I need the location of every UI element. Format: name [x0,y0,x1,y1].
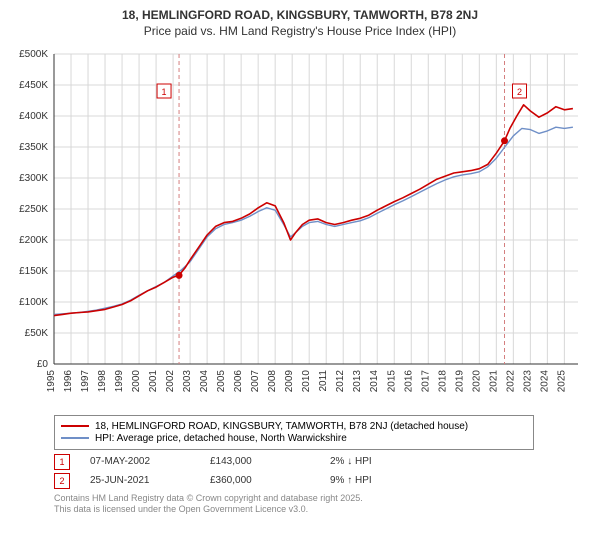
svg-text:£400K: £400K [19,111,48,122]
svg-text:£350K: £350K [19,142,48,153]
legend-text-subject: 18, HEMLINGFORD ROAD, KINGSBURY, TAMWORT… [95,421,468,432]
event-price: £143,000 [210,456,310,467]
svg-text:2021: 2021 [488,369,499,392]
svg-text:£200K: £200K [19,235,48,246]
legend-text-hpi: HPI: Average price, detached house, Nort… [95,433,347,444]
event-price: £360,000 [210,475,310,486]
event-date: 25-JUN-2021 [90,475,190,486]
svg-text:1999: 1999 [114,369,125,392]
events-table: 1 07-MAY-2002 £143,000 2% ↓ HPI 2 25-JUN… [54,454,590,489]
svg-text:£150K: £150K [19,266,48,277]
event-row: 2 25-JUN-2021 £360,000 9% ↑ HPI [54,473,590,489]
svg-text:2005: 2005 [216,369,227,392]
svg-text:2: 2 [517,87,522,97]
svg-text:2004: 2004 [199,369,210,392]
copyright-line: This data is licensed under the Open Gov… [54,504,590,515]
event-date: 07-MAY-2002 [90,456,190,467]
svg-text:£250K: £250K [19,204,48,215]
svg-text:2013: 2013 [352,369,363,392]
svg-text:2002: 2002 [165,369,176,392]
svg-text:2007: 2007 [250,369,261,392]
svg-text:2011: 2011 [318,369,329,391]
event-badge: 1 [54,454,70,470]
svg-text:2016: 2016 [403,369,414,392]
svg-text:2018: 2018 [437,369,448,392]
svg-text:2010: 2010 [301,369,312,392]
svg-text:£50K: £50K [25,328,49,339]
svg-text:1995: 1995 [46,369,57,392]
copyright-block: Contains HM Land Registry data © Crown c… [54,493,590,516]
svg-text:2009: 2009 [284,369,295,392]
svg-text:2012: 2012 [335,369,346,392]
chart-title-line2: Price paid vs. HM Land Registry's House … [10,24,590,38]
svg-text:2000: 2000 [131,369,142,392]
svg-text:2020: 2020 [471,369,482,392]
event-delta: 9% ↑ HPI [330,475,450,486]
legend-box: 18, HEMLINGFORD ROAD, KINGSBURY, TAMWORT… [54,415,534,450]
svg-text:2008: 2008 [267,369,278,392]
figure-container: 18, HEMLINGFORD ROAD, KINGSBURY, TAMWORT… [0,0,600,560]
svg-text:2006: 2006 [233,369,244,392]
svg-text:1996: 1996 [63,369,74,392]
chart-title-line1: 18, HEMLINGFORD ROAD, KINGSBURY, TAMWORT… [10,8,590,24]
event-delta: 2% ↓ HPI [330,456,450,467]
event-row: 1 07-MAY-2002 £143,000 2% ↓ HPI [54,454,590,470]
svg-text:2019: 2019 [454,369,465,392]
svg-text:£100K: £100K [19,297,48,308]
svg-text:2023: 2023 [522,369,533,392]
svg-text:2022: 2022 [505,369,516,392]
chart-svg: £0 £50K £100K £150K £200K £250K £300K £350K £400… [10,44,590,404]
legend-swatch-hpi [61,437,89,439]
svg-text:1997: 1997 [80,369,91,392]
svg-text:2017: 2017 [420,369,431,392]
legend-swatch-subject [61,425,89,427]
svg-text:2014: 2014 [369,369,380,392]
svg-text:1998: 1998 [97,369,108,392]
legend-row: HPI: Average price, detached house, Nort… [61,433,527,444]
chart-area: £0 £50K £100K £150K £200K £250K £300K £350K £400… [10,44,590,409]
svg-text:2024: 2024 [539,369,550,392]
svg-text:£500K: £500K [19,49,48,60]
svg-text:2025: 2025 [556,369,567,392]
svg-text:£450K: £450K [19,80,48,91]
svg-text:£300K: £300K [19,173,48,184]
svg-text:2001: 2001 [148,369,159,392]
svg-text:2015: 2015 [386,369,397,392]
svg-text:1: 1 [162,87,167,97]
svg-text:£0: £0 [37,359,49,370]
svg-text:2003: 2003 [182,369,193,392]
legend-row: 18, HEMLINGFORD ROAD, KINGSBURY, TAMWORT… [61,421,527,432]
copyright-line: Contains HM Land Registry data © Crown c… [54,493,590,504]
event-badge: 2 [54,473,70,489]
